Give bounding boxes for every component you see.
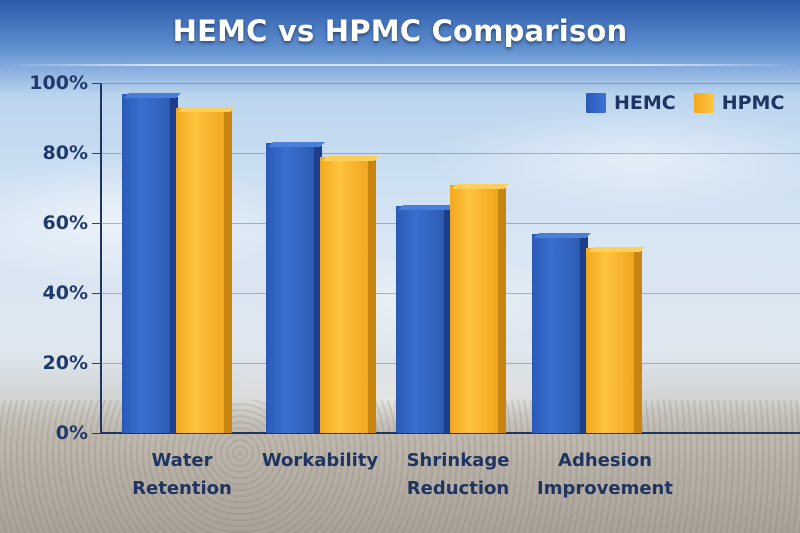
x-tick-label: Adhesion Improvement bbox=[537, 450, 673, 499]
gridline bbox=[100, 83, 800, 84]
legend-swatch-hemc bbox=[586, 93, 606, 113]
legend-label-hemc: HEMC bbox=[614, 92, 676, 114]
y-tick-label: 20% bbox=[42, 352, 88, 374]
y-tick bbox=[92, 433, 100, 434]
legend: HEMC HPMC bbox=[586, 92, 794, 114]
bar-hemc bbox=[122, 92, 181, 433]
x-axis bbox=[100, 432, 800, 434]
y-tick bbox=[92, 223, 100, 224]
bar-hpmc bbox=[450, 183, 509, 433]
bar-hpmc bbox=[586, 246, 645, 433]
gridline bbox=[100, 153, 800, 154]
x-tick-label: Shrinkage Reduction bbox=[406, 450, 510, 499]
y-tick-label: 40% bbox=[42, 282, 88, 304]
bar-hemc bbox=[396, 204, 455, 433]
plot-area: 0% 20% 40% 60% 80% 100% bbox=[29, 72, 800, 444]
y-tick bbox=[92, 363, 100, 364]
bar-hpmc bbox=[176, 106, 235, 433]
title-divider bbox=[0, 64, 800, 66]
legend-label-hpmc: HPMC bbox=[721, 92, 785, 114]
y-tick bbox=[92, 83, 100, 84]
y-tick-label: 100% bbox=[29, 72, 88, 94]
y-axis bbox=[100, 83, 102, 433]
y-tick bbox=[92, 153, 100, 154]
y-tick-label: 60% bbox=[42, 212, 88, 234]
y-tick bbox=[92, 293, 100, 294]
y-tick-label: 80% bbox=[42, 142, 88, 164]
bar-hemc bbox=[266, 141, 325, 433]
y-tick-label: 0% bbox=[55, 422, 88, 444]
bar-hemc bbox=[532, 232, 591, 433]
legend-swatch-hpmc bbox=[693, 93, 714, 113]
x-tick-label: Workability bbox=[261, 450, 379, 471]
bar-hpmc bbox=[320, 155, 379, 433]
x-tick-label: Water Retention bbox=[132, 450, 232, 499]
chart-title: HEMC vs HPMC Comparison bbox=[172, 14, 628, 48]
